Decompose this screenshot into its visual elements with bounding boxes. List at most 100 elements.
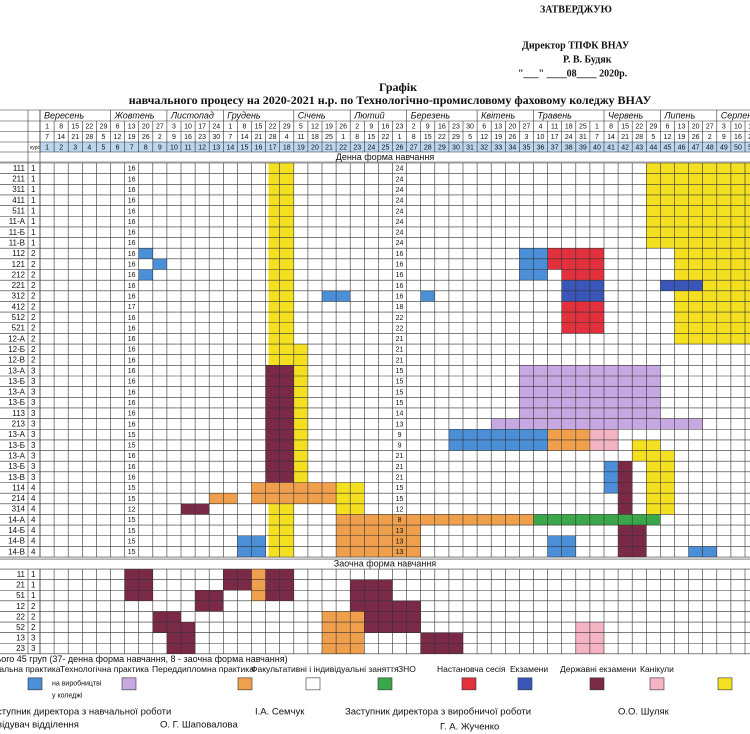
week-number: 41: [607, 144, 615, 151]
group-name: 114: [12, 483, 25, 492]
week-start-date: 13: [678, 123, 686, 130]
course-number: 1: [31, 175, 36, 184]
week-start-date: 22: [269, 123, 277, 130]
group-name: 214: [12, 494, 26, 503]
group-name: 314: [12, 505, 26, 514]
legend-sub-label: у коледжі: [52, 692, 83, 700]
group-name: 14-Б: [8, 526, 25, 535]
course-number: 1: [31, 570, 36, 579]
legend-label: Переддипломна практика: [152, 664, 254, 674]
section-label: Денна форма навчання: [336, 152, 435, 162]
course-number: 3: [31, 366, 36, 375]
week-number: 12: [198, 144, 206, 151]
course-number: 3: [31, 634, 36, 643]
week-end-date: 30: [212, 134, 220, 141]
course-number: 1: [31, 196, 36, 205]
week-start-date: 11: [551, 123, 558, 130]
group-name: 221: [12, 281, 26, 290]
week-start-date: 15: [71, 123, 79, 130]
week-start-date: 9: [369, 123, 373, 130]
spring-weeks: 9: [398, 432, 402, 439]
week-number: 39: [579, 144, 587, 151]
week-number: 8: [144, 144, 148, 151]
autumn-weeks: 16: [128, 368, 136, 375]
week-number: 28: [424, 144, 432, 151]
legend-swatch: [517, 677, 533, 691]
spring-weeks: 16: [396, 272, 404, 279]
course-number: 3: [31, 430, 36, 439]
week-number: 48: [706, 144, 714, 151]
legend-swatch: [717, 677, 733, 691]
course-number: 1: [31, 164, 36, 173]
week-end-date: 14: [241, 134, 249, 141]
week-start-date: 8: [242, 123, 246, 130]
course-number: 2: [31, 270, 36, 279]
course-number: 4: [31, 537, 36, 546]
group-name: 411: [12, 196, 25, 205]
group-name: 11-В: [9, 238, 25, 247]
activity-block: [152, 258, 167, 270]
week-number: 14: [226, 144, 234, 151]
course-number: 2: [31, 313, 36, 322]
week-start-date: 3: [172, 123, 176, 130]
spring-weeks: 21: [396, 475, 404, 482]
signature-name: О.О. Шуляк: [618, 706, 670, 717]
autumn-weeks: 16: [128, 357, 136, 364]
week-number: 35: [523, 144, 531, 151]
week-number: 3: [73, 144, 77, 151]
week-end-date: 5: [101, 134, 105, 141]
spring-weeks: 22: [396, 325, 404, 332]
spring-weeks: 21: [396, 357, 404, 364]
week-number: 32: [480, 144, 488, 151]
autumn-weeks: 16: [128, 325, 136, 332]
course-number: 2: [31, 602, 36, 611]
course-number: 4: [31, 494, 36, 503]
week-start-date: 25: [579, 123, 587, 130]
group-name: 13: [16, 634, 25, 643]
autumn-weeks: 17: [128, 304, 136, 311]
autumn-weeks: 16: [128, 230, 136, 237]
activity-block: [491, 418, 703, 430]
week-number: 51: [748, 144, 750, 151]
week-end-date: 5: [468, 134, 472, 141]
autumn-weeks: 16: [128, 411, 136, 418]
autumn-weeks: 16: [128, 421, 136, 428]
month-label: Грудень: [227, 110, 261, 120]
spring-weeks: 16: [396, 283, 404, 290]
approval-date: "___" ____08____ 2020р.: [518, 68, 628, 79]
group-name: 21: [16, 581, 25, 590]
activity-block: [660, 280, 703, 291]
legend-swatch: [27, 677, 43, 691]
week-end-date: 15: [424, 134, 432, 141]
week-start-date: 1: [45, 123, 49, 130]
group-name: 213: [12, 420, 26, 429]
week-number: 27: [410, 144, 418, 151]
month-label: Лютий: [353, 110, 384, 120]
week-end-date: 19: [494, 134, 502, 141]
course-number: 1: [31, 238, 36, 247]
course-number: 2: [31, 612, 36, 621]
autumn-weeks: 16: [128, 283, 136, 290]
week-end-date: 7: [228, 134, 232, 141]
group-name: 111: [13, 164, 26, 173]
group-name: 52: [16, 623, 25, 632]
signature-name: І.А. Семчук: [255, 706, 305, 717]
week-start-date: 6: [665, 123, 669, 130]
legend-swatch: [377, 677, 393, 691]
course-number: 3: [31, 388, 36, 397]
week-start-date: 5: [299, 123, 303, 130]
legend-label: Навчальна практика: [0, 664, 61, 674]
week-end-date: 29: [452, 134, 460, 141]
group-name: 13-Б: [8, 441, 25, 450]
signature-role: Заступник директора з виробничої роботи: [345, 706, 531, 717]
month-label: Січень: [298, 110, 326, 120]
month-label: Серпень: [721, 110, 750, 120]
course-number: 3: [31, 462, 36, 471]
subtitle: навчального процесу на 2020-2021 н.р. по…: [129, 93, 652, 107]
course-number: 3: [31, 441, 36, 450]
week-end-date: 9: [722, 134, 726, 141]
spring-weeks: 13: [396, 549, 404, 556]
week-end-date: 28: [85, 134, 93, 141]
week-end-date: 12: [480, 134, 488, 141]
course-number: 2: [31, 302, 36, 311]
